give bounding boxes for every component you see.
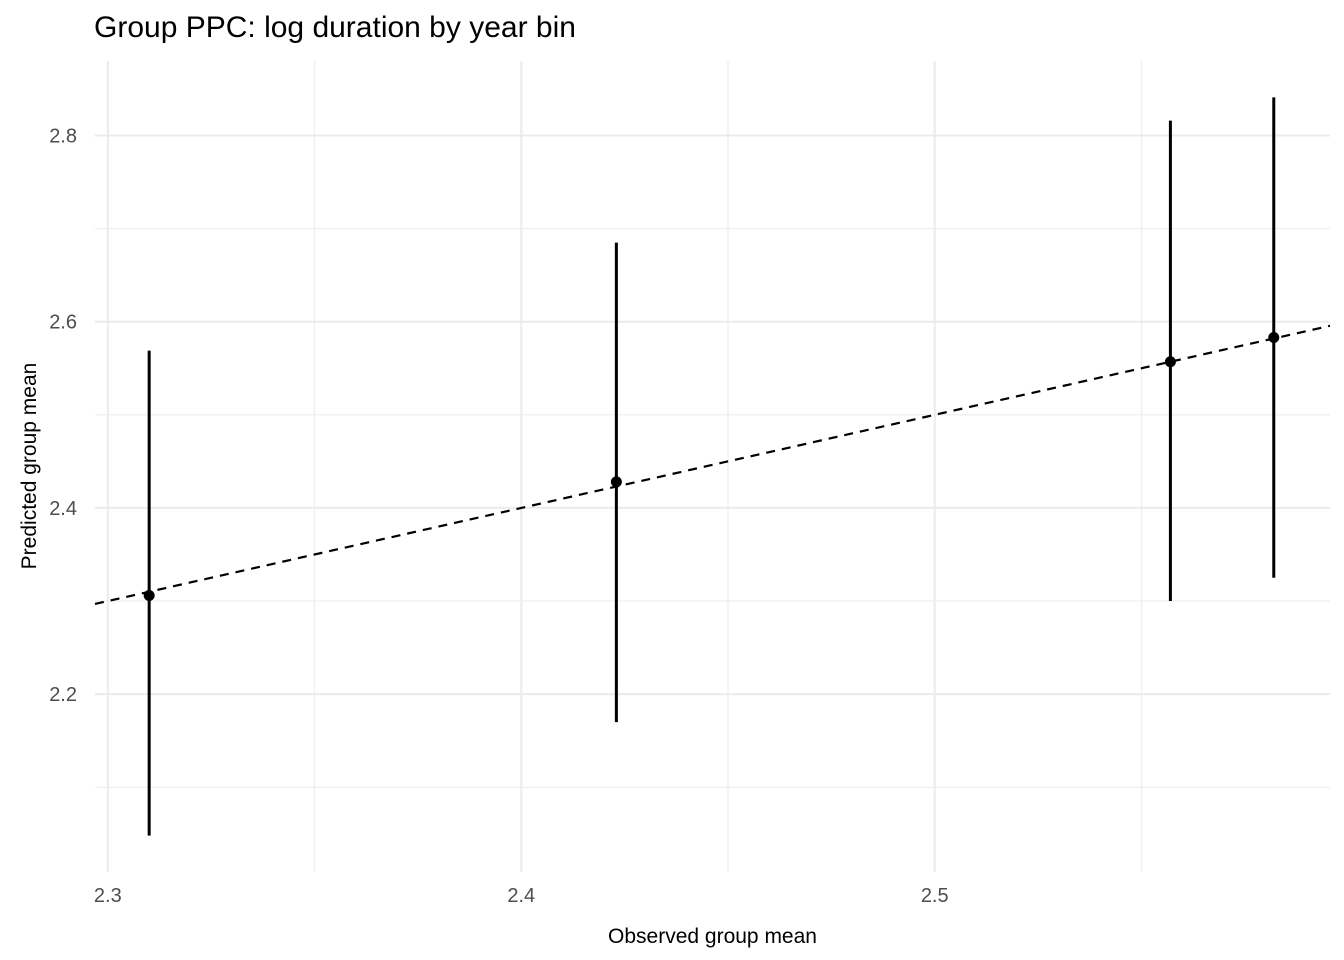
y-tick-label: 2.8 <box>49 125 77 147</box>
y-tick-label: 2.4 <box>49 498 77 520</box>
x-tick-label: 2.4 <box>507 885 535 907</box>
x-axis-title: Observed group mean <box>608 925 817 948</box>
x-tick-label: 2.3 <box>94 885 122 907</box>
data-point <box>610 476 622 488</box>
data-point <box>1268 332 1280 344</box>
chart-title: Group PPC: log duration by year bin <box>94 11 576 44</box>
y-tick-label: 2.2 <box>49 684 77 706</box>
identity-reference-line <box>94 324 1331 606</box>
y-tick-label: 2.6 <box>49 312 77 334</box>
y-axis-title: Predicted group mean <box>18 362 41 570</box>
data-point <box>143 589 155 601</box>
data-point <box>1164 356 1176 368</box>
x-tick-label: 2.5 <box>921 885 949 907</box>
